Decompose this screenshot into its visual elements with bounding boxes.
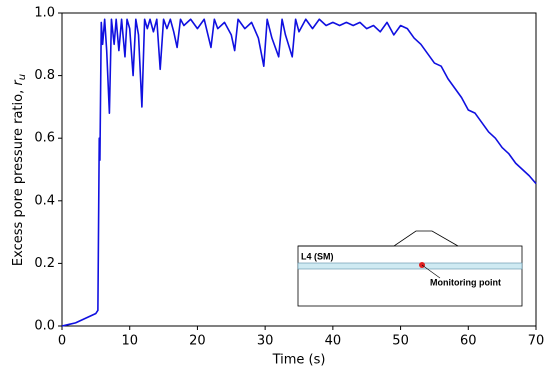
plot-frame (61, 12, 537, 327)
x-tick-label: 70 (528, 334, 545, 349)
layer-label: L4 (SM) (301, 251, 334, 261)
x-tick-label: 40 (325, 334, 342, 349)
x-axis-label: Time (s) (272, 353, 326, 368)
x-tick-label: 50 (392, 334, 409, 349)
y-tick-label: 0.4 (34, 193, 55, 208)
inset-diagram: L4 (SM) Monitoring point (297, 230, 523, 307)
y-tick-label: 1.0 (34, 6, 55, 21)
x-tick-label: 10 (121, 334, 138, 349)
y-axis-label-symbol: r (11, 79, 26, 86)
y-tick-label: 0.2 (34, 256, 55, 271)
y-tick-label: 0.8 (34, 68, 55, 83)
y-tick-label: 0.6 (34, 131, 55, 146)
x-tick-label: 20 (189, 334, 206, 349)
inset-box (297, 245, 523, 307)
slope-outline (298, 230, 459, 247)
y-axis-label-text: Excess pore pressure ratio, (11, 86, 26, 266)
monitoring-label: Monitoring point (430, 277, 501, 287)
x-tick-label: 30 (257, 334, 274, 349)
x-tick-label: 60 (460, 334, 477, 349)
layer-l4 (297, 262, 523, 270)
y-tick-label: 0.0 (34, 319, 55, 334)
data-line (61, 18, 537, 327)
y-axis-label: Excess pore pressure ratio, ru (11, 74, 29, 266)
y-axis-label-subscript: u (17, 74, 28, 80)
pointer (421, 264, 441, 279)
x-tick-label: 0 (58, 334, 66, 349)
